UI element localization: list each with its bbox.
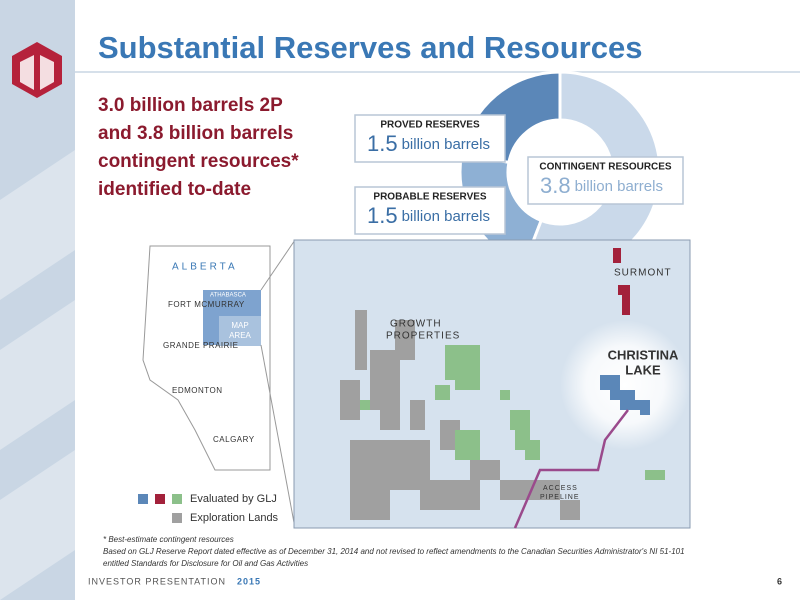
map-label: SURMONT xyxy=(614,268,672,279)
city-label: EDMONTON xyxy=(172,386,223,395)
city-label: GRANDE PRAIRIE xyxy=(163,341,238,350)
sidebar-pattern xyxy=(0,150,75,600)
callout-value: 3.8 billion barrels xyxy=(540,173,663,198)
map-label: GROWTH xyxy=(390,319,442,330)
city-label: CALGARY xyxy=(213,435,255,444)
footnote: * Best-estimate contingent resources xyxy=(103,535,234,544)
legend-label: Evaluated by GLJ xyxy=(190,493,277,505)
unit-label: billion barrels xyxy=(575,178,663,195)
sidebar xyxy=(0,0,75,600)
footer-year: 2015 xyxy=(237,576,261,586)
map-label: CHRISTINA xyxy=(608,347,679,362)
map-label: PIPELINE xyxy=(540,494,580,501)
map-label: ACCESS xyxy=(543,485,578,492)
map-label: LAKE xyxy=(625,362,661,377)
unit-label: billion barrels xyxy=(402,136,490,153)
footnote: Based on GLJ Reserve Report dated effect… xyxy=(103,547,685,556)
callout-title: PROVED RESERVES xyxy=(380,120,480,131)
callout-value: 1.5 billion barrels xyxy=(367,203,490,228)
summary-line: and 3.8 billion barrels xyxy=(98,123,293,144)
athabasca-label: ATHABASCA xyxy=(210,293,246,299)
map: SURMONT GROWTH PROPERTIES CHRISTINA LAKE… xyxy=(293,239,691,529)
value-label: 1.5 xyxy=(367,203,398,228)
city-label: FORT MCMURRAY xyxy=(168,300,245,309)
footer-label: INVESTOR PRESENTATION xyxy=(88,576,226,586)
value-label: 3.8 xyxy=(540,173,571,198)
callout-box xyxy=(527,156,684,205)
callout-box xyxy=(354,186,506,235)
title: Substantial Reserves and Resources xyxy=(98,30,642,65)
summary-line: contingent resources* xyxy=(98,151,299,172)
legend: Evaluated by GLJ Exploration Lands xyxy=(138,493,279,524)
footnote: entitled Standards for Disclosure for Oi… xyxy=(103,559,308,568)
value-label: 1.5 xyxy=(367,131,398,156)
callout-value: 1.5 billion barrels xyxy=(367,131,490,156)
summary-line: identified to-date xyxy=(98,179,251,200)
map-label: PROPERTIES xyxy=(386,331,460,342)
map-area-label: MAP xyxy=(231,321,248,330)
summary-line: 3.0 billion barrels 2P xyxy=(98,95,283,116)
callout-title: CONTINGENT RESOURCES xyxy=(539,162,672,173)
callout-box xyxy=(354,114,506,163)
callout-title: PROBABLE RESERVES xyxy=(373,192,487,203)
alberta-inset: ALBERTA ATHABASCA MAP AREA FORT MCMURRAY… xyxy=(142,239,296,529)
logo xyxy=(12,42,62,98)
page-number: 6 xyxy=(777,576,782,586)
province-label: ALBERTA xyxy=(172,262,238,273)
legend-label: Exploration Lands xyxy=(190,512,279,524)
map-area-label: AREA xyxy=(229,331,251,340)
unit-label: billion barrels xyxy=(402,208,490,225)
